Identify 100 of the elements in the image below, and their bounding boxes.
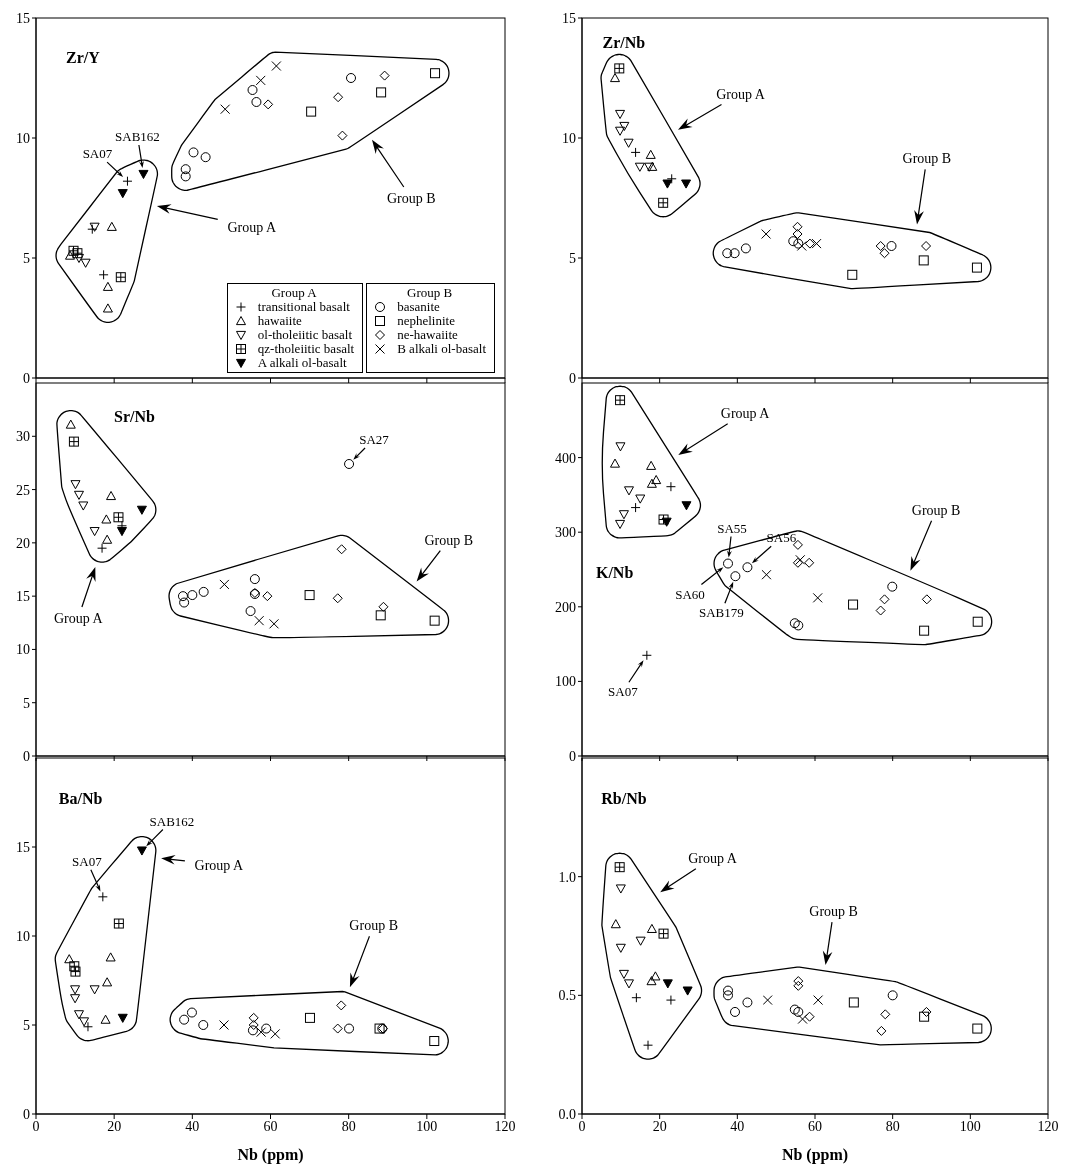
point	[887, 990, 898, 1001]
point	[742, 562, 753, 573]
x-tick-label: 40	[730, 1118, 745, 1134]
point	[73, 1010, 84, 1020]
point	[681, 501, 692, 511]
annotation: SAB179	[698, 605, 744, 621]
point	[789, 1004, 800, 1015]
annotation: Group B	[902, 151, 952, 167]
point	[723, 990, 734, 1001]
x-tick-label: 100	[959, 1118, 981, 1134]
point	[179, 1014, 190, 1025]
y-tick-label: 15	[16, 10, 30, 26]
point	[971, 262, 982, 273]
point	[375, 610, 386, 621]
point	[106, 221, 117, 231]
point	[848, 599, 859, 610]
point	[646, 976, 657, 986]
y-tick-label: 5	[23, 250, 30, 266]
point	[70, 966, 81, 977]
point	[646, 923, 657, 933]
point	[793, 1006, 804, 1017]
annotation: SA56	[766, 530, 797, 546]
point	[180, 164, 191, 175]
text: Group A	[271, 285, 317, 300]
annotation: Group A	[53, 610, 104, 626]
annotation: Group A	[688, 850, 738, 866]
point	[430, 68, 441, 79]
x-tick-label: 80	[885, 1118, 900, 1134]
point	[245, 606, 256, 617]
y-tick-label: 0	[23, 748, 30, 764]
point	[614, 862, 625, 873]
point	[106, 490, 117, 501]
point	[65, 419, 76, 429]
point	[635, 494, 646, 504]
point	[73, 490, 84, 500]
point	[344, 1023, 355, 1034]
point	[646, 478, 657, 488]
annotation: Group A	[720, 405, 771, 421]
point	[788, 236, 799, 247]
point	[247, 85, 258, 95]
point	[635, 936, 646, 946]
point	[113, 512, 124, 523]
x-axis-title: Nb (ppm)	[237, 1146, 304, 1164]
y-tick-label: 100	[555, 674, 576, 690]
point	[615, 884, 626, 894]
point	[70, 985, 81, 995]
point	[650, 971, 661, 981]
point	[101, 514, 112, 524]
point	[117, 189, 128, 199]
point	[658, 928, 669, 939]
point	[972, 616, 983, 627]
point	[742, 997, 753, 1008]
point	[179, 597, 190, 608]
y-tick-label: 0.0	[558, 1106, 576, 1122]
point	[89, 985, 100, 995]
point	[200, 152, 211, 163]
y-tick-label: 25	[16, 482, 30, 498]
annotation: SA07	[72, 853, 103, 869]
point	[100, 1014, 111, 1024]
y-tick-label: 0	[23, 1106, 30, 1122]
annotation: Group A	[227, 219, 277, 235]
point	[918, 255, 929, 266]
y-tick-label: 30	[16, 429, 30, 445]
text: Zr/Nb	[602, 34, 646, 52]
point	[72, 248, 83, 259]
annotation: Group B	[349, 918, 398, 934]
x-tick-label: 40	[185, 1118, 200, 1134]
point	[89, 527, 100, 537]
point	[186, 1007, 197, 1018]
point	[919, 625, 930, 636]
legend-label: ol-tholeiitic basalt	[257, 327, 353, 342]
point	[69, 961, 80, 972]
y-tick-label: 200	[555, 599, 576, 615]
point	[619, 121, 630, 131]
point	[188, 147, 199, 158]
point	[374, 1023, 385, 1034]
annotation: Group A	[194, 857, 245, 873]
point	[138, 169, 149, 179]
x-axis-title: Nb (ppm)	[781, 1146, 849, 1164]
point	[79, 1017, 90, 1027]
text: Zr/Y	[66, 48, 101, 66]
point	[249, 574, 260, 585]
point	[261, 1023, 272, 1034]
y-tick-label: 15	[16, 839, 30, 855]
point	[618, 969, 629, 979]
point	[615, 442, 626, 452]
point	[615, 395, 626, 406]
x-tick-label: 20	[107, 1118, 122, 1134]
x-tick-label: 80	[341, 1118, 356, 1134]
point	[729, 248, 740, 259]
point	[344, 458, 355, 469]
point	[662, 979, 673, 989]
point	[681, 179, 692, 189]
point	[68, 245, 79, 256]
point	[136, 846, 147, 856]
legend-label: transitional basalt	[257, 299, 350, 314]
legend-label: B alkali ol-basalt	[397, 341, 486, 356]
point	[306, 106, 317, 117]
point	[78, 501, 89, 511]
x-tick-label: 120	[1037, 1118, 1059, 1134]
